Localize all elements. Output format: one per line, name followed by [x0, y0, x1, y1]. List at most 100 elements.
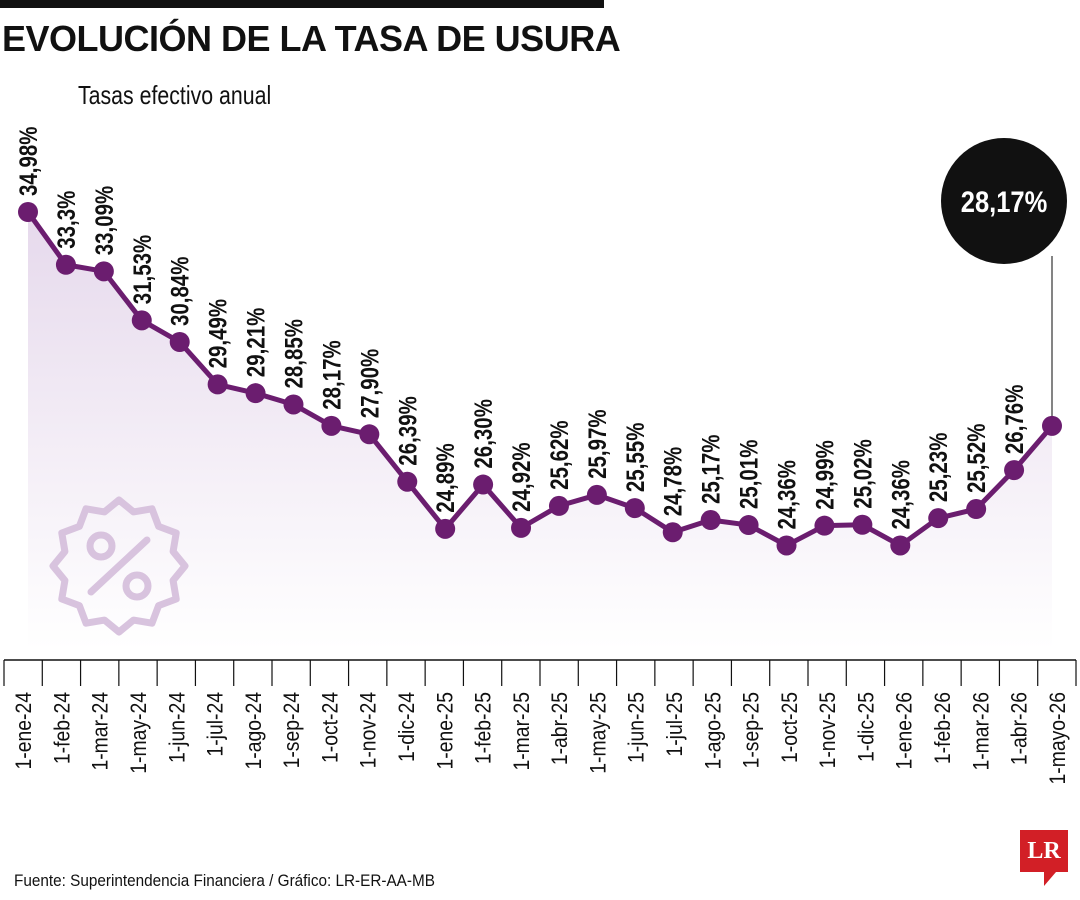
data-point	[1042, 415, 1062, 436]
data-label: 25,23%	[924, 433, 952, 503]
data-point	[321, 415, 342, 436]
highlight-badge-label: 28,17%	[961, 185, 1048, 218]
x-tick-label: 1-mar-26	[969, 692, 993, 771]
data-point	[359, 424, 380, 445]
x-tick-label: 1-ene-24	[12, 692, 36, 769]
data-label: 34,98%	[14, 126, 42, 196]
x-tick-label: 1-dic-25	[854, 692, 878, 762]
data-labels: 34,98% 33,3% 33,09% 31,53% 30,84% 29,49% 29,21…	[14, 126, 1029, 529]
data-label: 28,17%	[317, 340, 345, 410]
x-tick-label: 1-feb-26	[931, 692, 955, 764]
x-tick-label: 1-oct-24	[318, 692, 342, 763]
x-tick-label: 1-jul-24	[203, 692, 227, 757]
data-label: 25,52%	[962, 423, 990, 493]
brand-logo-tail	[1044, 872, 1056, 886]
data-point	[93, 261, 114, 282]
data-label: 29,49%	[204, 299, 232, 369]
x-axis	[3, 659, 1077, 686]
data-label: 24,92%	[507, 442, 535, 512]
data-point	[624, 498, 645, 519]
data-label: 25,62%	[545, 420, 573, 490]
x-tick-label: 1-jun-25	[625, 692, 649, 763]
x-tick-label: 1-may-25	[586, 692, 610, 774]
x-tick-label: 1-feb-24	[50, 692, 74, 764]
data-point	[928, 508, 949, 529]
percent-slash	[87, 536, 151, 596]
data-point	[511, 517, 532, 538]
data-label: 24,36%	[886, 460, 914, 530]
badge-outline	[49, 496, 189, 636]
data-point	[18, 202, 38, 222]
data-point	[662, 522, 683, 543]
percent-dot-bottom	[122, 571, 152, 601]
x-tick-label: 1-ago-24	[242, 692, 266, 769]
data-label: 27,90%	[355, 349, 383, 419]
data-point	[435, 518, 456, 539]
chart-subtitle: Tasas efectivo anual	[78, 80, 272, 110]
x-tick-labels: 1-ene-24 1-feb-24 1-mar-24 1-may-24 1-jun-24…	[12, 692, 1070, 785]
data-label: 25,97%	[583, 409, 611, 479]
data-point	[207, 374, 228, 395]
data-point	[245, 383, 266, 404]
data-label: 26,76%	[1000, 385, 1028, 455]
data-label: 25,02%	[848, 439, 876, 509]
data-label: 25,55%	[621, 423, 649, 493]
data-point	[586, 484, 607, 505]
data-point	[1004, 460, 1025, 481]
data-label: 30,84%	[166, 256, 194, 326]
data-point	[738, 515, 759, 536]
data-label: 33,09%	[90, 186, 118, 256]
series-line	[25, 210, 1054, 548]
data-point	[169, 331, 190, 352]
data-point	[283, 394, 304, 415]
x-tick-label: 1-abr-25	[548, 692, 572, 765]
data-points	[18, 202, 1062, 556]
x-tick-label: 1-nov-25	[816, 692, 840, 768]
x-tick-label: 1-ene-25	[433, 692, 457, 769]
x-tick-label: 1-mar-25	[510, 692, 534, 771]
data-point	[776, 535, 797, 556]
data-label: 24,99%	[810, 440, 838, 510]
data-point	[397, 471, 418, 492]
x-tick-label: 1-ene-26	[893, 692, 917, 769]
data-point	[548, 495, 569, 516]
percent-dot-top	[86, 531, 116, 561]
line-chart: 1-ene-24 1-feb-24 1-mar-24 1-may-24 1-jun-24…	[3, 126, 1077, 785]
data-label: 24,78%	[659, 447, 687, 517]
data-label: 33,3%	[52, 191, 80, 249]
data-label: 24,36%	[773, 460, 801, 530]
top-rule	[0, 0, 604, 8]
data-point	[890, 535, 911, 556]
data-point	[700, 510, 721, 531]
x-tick-label: 1-sep-24	[280, 692, 304, 768]
brand-logo: LR	[1020, 830, 1068, 872]
data-point	[131, 310, 152, 331]
data-point	[473, 474, 494, 495]
x-tick-label: 1-dic-24	[395, 692, 419, 762]
x-tick-label: 1-ago-25	[701, 692, 725, 769]
x-tick-label: 1-may-24	[127, 692, 151, 774]
x-tick-label: 1-abr-26	[1007, 692, 1031, 765]
x-tick-label: 1-oct-25	[778, 692, 802, 763]
data-label: 31,53%	[128, 235, 156, 305]
data-point	[55, 254, 76, 275]
x-tick-label: 1-jul-25	[663, 692, 687, 757]
data-label: 29,21%	[242, 308, 270, 378]
area-fill	[28, 212, 1052, 650]
chart-title: EVOLUCIÓN DE LA TASA DE USURA	[2, 18, 621, 59]
x-tick-label: 1-sep-25	[739, 692, 763, 768]
x-tick-label: 1-mar-24	[89, 692, 113, 771]
x-tick-label: 1-mayo-26	[1046, 692, 1070, 785]
data-point	[966, 499, 987, 520]
highlight-badge: 28,17%	[941, 138, 1067, 264]
percent-badge-icon	[49, 496, 189, 636]
data-label: 24,89%	[431, 443, 459, 513]
data-point	[814, 515, 835, 536]
x-tick-label: 1-jun-24	[165, 692, 189, 763]
data-label: 26,30%	[469, 399, 497, 469]
data-label: 26,39%	[393, 396, 421, 466]
highlight-badge-circle	[941, 138, 1067, 264]
data-label: 25,01%	[735, 440, 763, 510]
data-label: 25,17%	[697, 434, 725, 504]
x-tick-label: 1-nov-24	[357, 692, 381, 768]
